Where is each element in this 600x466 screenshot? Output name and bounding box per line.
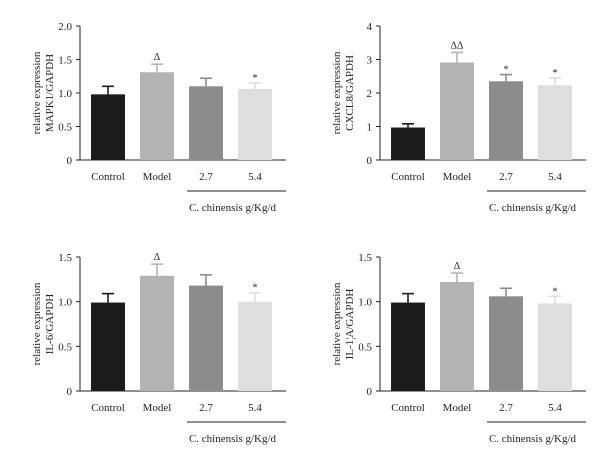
y-tick-label: 2 xyxy=(367,88,373,100)
group-label: C. chinensis g/Kg/d xyxy=(489,202,577,214)
y-axis-label-line: MAPK1/GAPDH xyxy=(44,54,56,132)
group-label: C. chinensis g/Kg/d xyxy=(489,433,577,445)
y-axis-label-line: relative expression xyxy=(331,51,343,134)
bar xyxy=(140,72,174,160)
chart-panel-3: 0 0.5 1.0 1.5 relative expressionIL-6/GAPDH C… xyxy=(31,252,286,445)
significance-label: Δ xyxy=(154,52,161,63)
significance-label: * xyxy=(553,286,558,297)
bar xyxy=(440,282,474,391)
y-axis-label-line: IL-1¦A/GAPDH xyxy=(344,289,356,360)
y-tick-label: 1.5 xyxy=(58,55,72,67)
bar xyxy=(140,275,174,391)
x-category-label: 2.7 xyxy=(199,171,213,183)
x-category-label: Control xyxy=(391,402,425,414)
y-tick-label: 1.0 xyxy=(58,297,72,309)
group-label: C. chinensis g/Kg/d xyxy=(189,202,277,214)
bar xyxy=(189,86,223,160)
significance-label: * xyxy=(253,283,258,294)
y-axis-label-line: CXCL8/GAPDH xyxy=(344,55,356,131)
significance-label: ΔΔ xyxy=(451,40,464,51)
x-category-label: Model xyxy=(443,402,472,414)
y-tick-label: 0.5 xyxy=(358,341,372,353)
y-axis-label-line: relative expression xyxy=(331,282,343,365)
y-axis-label: relative expressionIL-1¦A/GAPDH xyxy=(331,282,356,365)
y-axis-label-line: IL-6/GAPDH xyxy=(44,294,56,355)
y-tick-label: 1.0 xyxy=(58,88,72,100)
significance-label: * xyxy=(253,73,258,84)
x-category-label: Control xyxy=(391,171,425,183)
y-tick-label: 2.0 xyxy=(58,21,72,33)
y-axis-label: relative expressionCXCL8/GAPDH xyxy=(331,51,356,134)
x-category-label: 5.4 xyxy=(548,171,562,183)
y-tick-label: 0 xyxy=(367,386,373,398)
significance-label: Δ xyxy=(454,261,461,272)
bar xyxy=(189,285,223,391)
y-tick-label: 4 xyxy=(367,21,373,33)
x-category-label: Control xyxy=(91,171,125,183)
x-category-label: 2.7 xyxy=(499,402,513,414)
x-category-label: 5.4 xyxy=(548,402,562,414)
y-tick-label: 0 xyxy=(67,386,73,398)
y-tick-label: 0.5 xyxy=(58,122,72,134)
x-category-label: Model xyxy=(143,402,172,414)
y-tick-label: 0 xyxy=(67,155,73,167)
y-axis-label-line: relative expression xyxy=(31,282,43,365)
x-category-label: Model xyxy=(443,171,472,183)
chart-panel-1: 0 0.5 1.0 1.5 2.0 relative expressionMAPK1/GA… xyxy=(31,21,286,214)
bar xyxy=(391,302,425,391)
y-tick-label: 1.5 xyxy=(58,252,72,264)
bar xyxy=(489,296,523,391)
bar xyxy=(538,85,572,160)
y-axis-label-line: relative expression xyxy=(31,51,43,134)
chart-panel-2: 0 1 2 3 4 relative expressionCXCL8/GAPDH Contr… xyxy=(331,21,586,214)
x-category-label: Control xyxy=(91,402,125,414)
y-tick-label: 1.0 xyxy=(358,297,372,309)
y-axis-label: relative expressionIL-6/GAPDH xyxy=(31,282,56,365)
x-category-label: 5.4 xyxy=(248,402,262,414)
y-tick-label: 0.5 xyxy=(58,341,72,353)
bar xyxy=(91,94,125,160)
x-category-label: 2.7 xyxy=(499,171,513,183)
y-axis-label: relative expressionMAPK1/GAPDH xyxy=(31,51,56,134)
group-label: C. chinensis g/Kg/d xyxy=(189,433,277,445)
bar xyxy=(489,81,523,160)
chart-panel-4: 0 0.5 1.0 1.5 relative expressionIL-1¦A/GAPD… xyxy=(331,252,586,445)
y-tick-label: 1 xyxy=(367,122,373,134)
bar xyxy=(238,88,272,160)
bar xyxy=(91,302,125,391)
y-tick-label: 0 xyxy=(367,155,373,167)
y-tick-label: 3 xyxy=(367,55,373,67)
significance-label: Δ xyxy=(154,252,161,263)
bar xyxy=(238,301,272,391)
bar xyxy=(391,127,425,160)
bar xyxy=(538,303,572,391)
x-category-label: 5.4 xyxy=(248,171,262,183)
y-tick-label: 1.5 xyxy=(358,252,372,264)
bar xyxy=(440,62,474,160)
x-category-label: Model xyxy=(143,171,172,183)
x-category-label: 2.7 xyxy=(199,402,213,414)
significance-label: * xyxy=(553,68,558,79)
significance-label: * xyxy=(504,65,509,76)
